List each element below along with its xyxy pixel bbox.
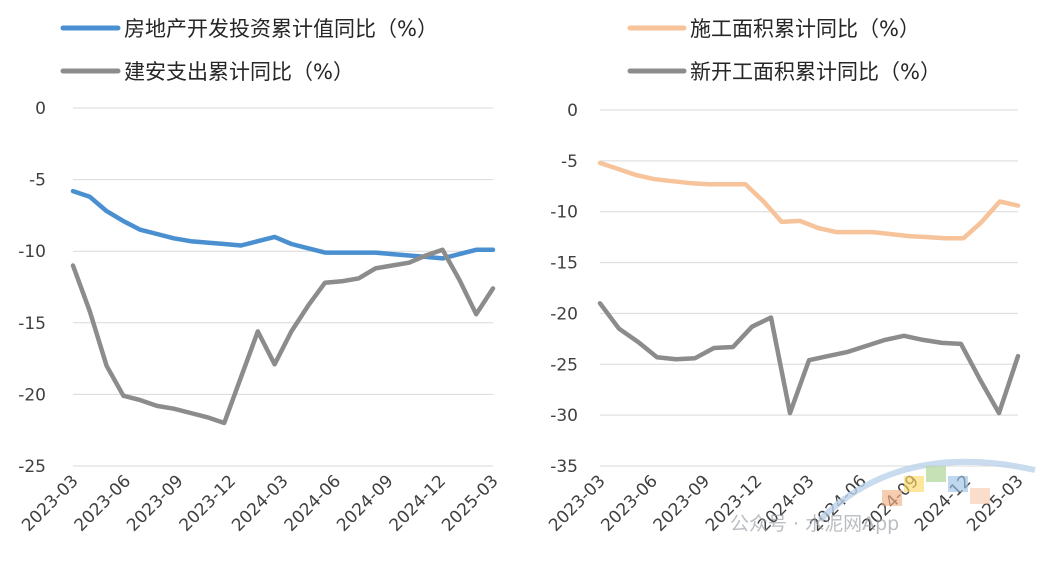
y-tick-label: -30	[550, 406, 578, 426]
legend-label-1: 施工面积累计同比（%）	[690, 17, 920, 41]
x-tick-label: 2024-06	[281, 471, 345, 535]
y-tick-label: -5	[561, 152, 578, 172]
x-tick-label: 2024-12	[386, 471, 450, 535]
y-tick-label: -10	[18, 242, 46, 262]
y-tick-label: -20	[550, 304, 578, 324]
watermark-logo-block	[926, 466, 946, 482]
x-tick-label: 2024-09	[333, 471, 397, 535]
x-tick-label: 2025-03	[438, 471, 502, 535]
y-tick-label: 0	[567, 101, 578, 121]
x-tick-label: 2023-09	[123, 471, 187, 535]
y-tick-label: -10	[550, 203, 578, 223]
watermark-swoosh	[817, 458, 1036, 523]
x-tick-label: 2023-03	[18, 471, 82, 535]
x-tick-label: 2024-03	[228, 471, 292, 535]
y-tick-label: -15	[550, 254, 578, 274]
watermark-text: 公众号 · 水泥网App	[730, 513, 899, 535]
x-tick-label: 2023-03	[545, 471, 609, 535]
legend-label-2: 新开工面积累计同比（%）	[690, 60, 941, 84]
x-tick-label: 2023-09	[650, 471, 714, 535]
series-line-1	[597, 160, 1021, 241]
chart-1: 0 -5 -10 -15 -20 -252023-032023-062023-092023…	[18, 17, 502, 536]
x-tick-label: 2023-12	[176, 471, 240, 535]
y-tick-label: -35	[550, 457, 578, 477]
x-tick-label: 2023-06	[597, 471, 661, 535]
y-tick-label: -15	[18, 314, 46, 334]
legend-label-1: 房地产开发投资累计值同比（%）	[124, 17, 438, 41]
watermark-logo-block	[904, 476, 924, 492]
series-line-1	[70, 188, 496, 261]
legend-label-2: 建安支出累计同比（%）	[124, 60, 354, 84]
series-line-2	[70, 247, 496, 426]
y-tick-label: -20	[18, 385, 46, 405]
watermark-logo-block	[970, 488, 990, 504]
y-tick-label: -25	[550, 355, 578, 375]
y-tick-label: 0	[35, 99, 46, 119]
watermark-logo-block	[882, 490, 902, 506]
series-line-2	[597, 301, 1021, 416]
chart-2: 0 -5 -10 -15 -20 -25 -30 -352023-032023-062023-…	[545, 17, 1027, 536]
x-tick-label: 2023-06	[71, 471, 135, 535]
y-tick-label: -5	[29, 171, 46, 191]
watermark: 公众号 · 水泥网App	[730, 458, 1036, 535]
y-tick-label: -25	[18, 457, 46, 477]
watermark-logo-block	[948, 476, 968, 492]
